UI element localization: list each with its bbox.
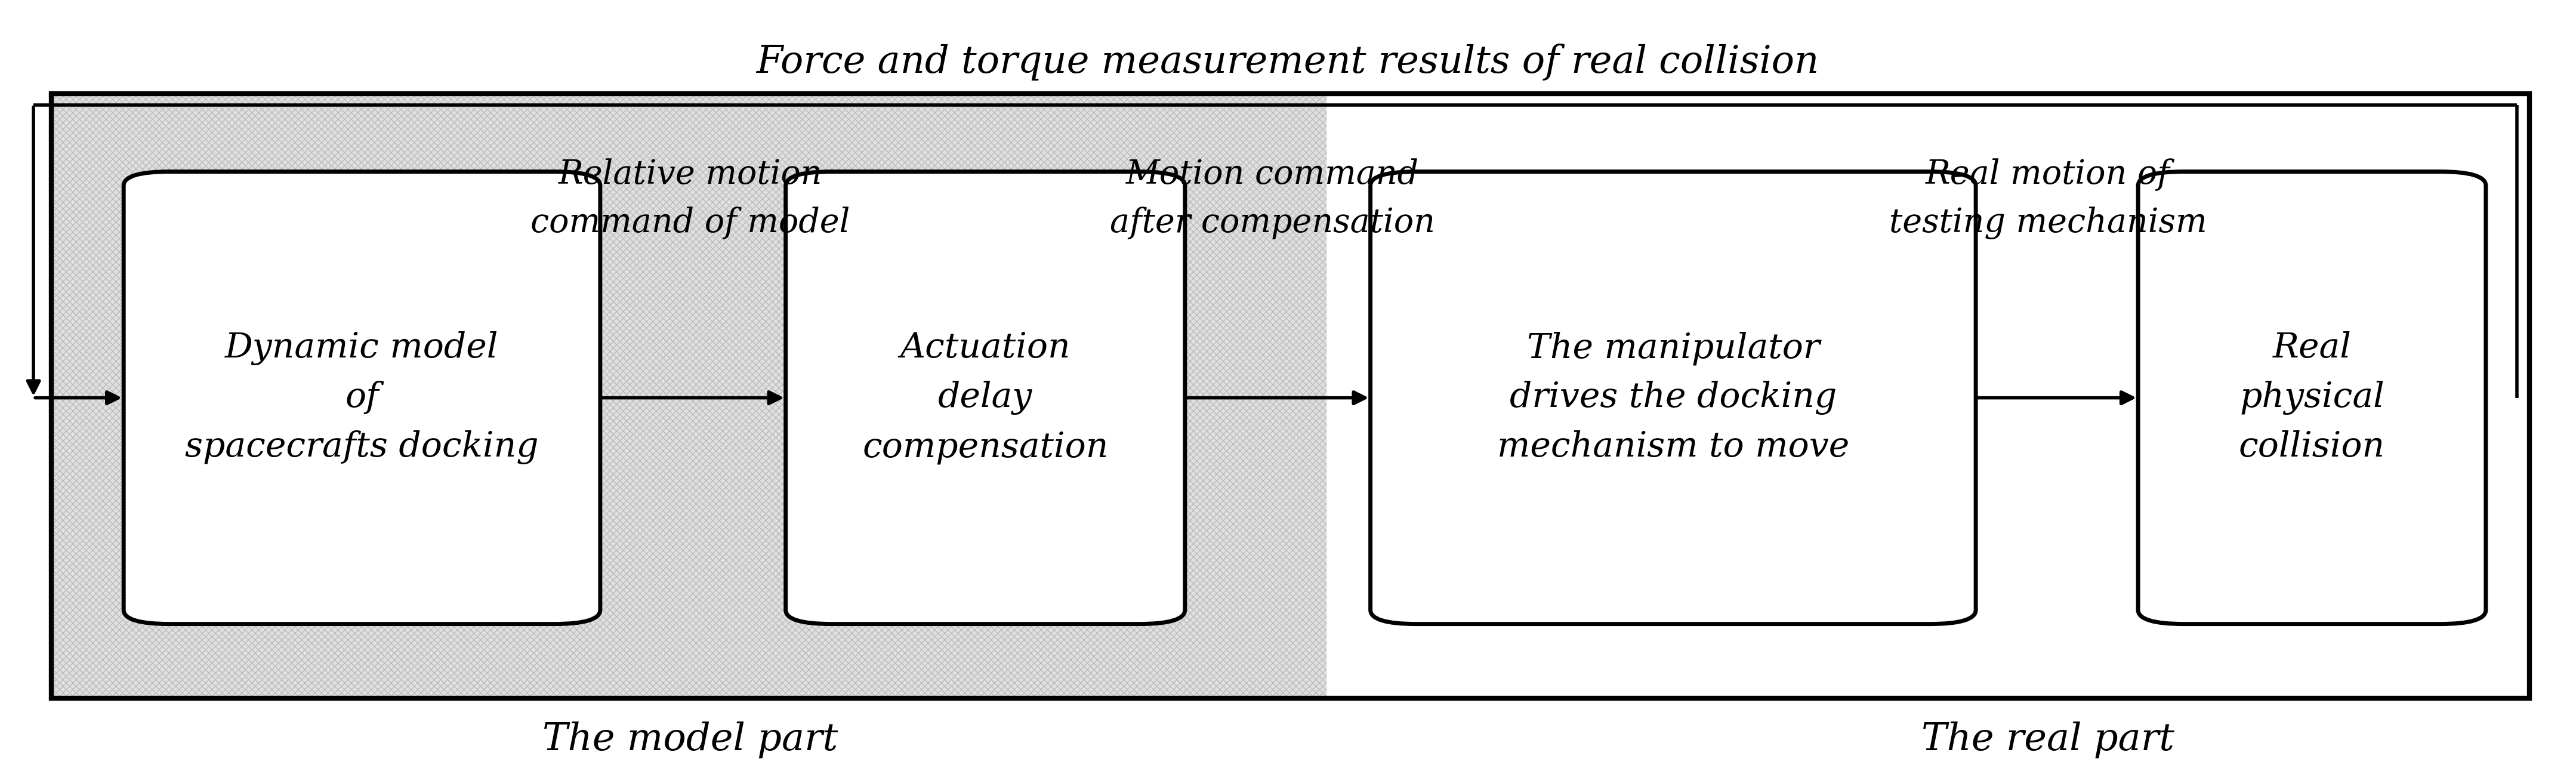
Text: The manipulator
drives the docking
mechanism to move: The manipulator drives the docking mecha… <box>1497 332 1850 464</box>
Text: Dynamic model
of
spacecrafts docking: Dynamic model of spacecrafts docking <box>185 332 538 464</box>
Text: Actuation
delay
compensation: Actuation delay compensation <box>863 332 1108 464</box>
Bar <box>52 94 1327 698</box>
Text: Real
physical
collision: Real physical collision <box>2239 332 2385 464</box>
FancyBboxPatch shape <box>2138 172 2486 624</box>
Text: Force and torque measurement results of real collision: Force and torque measurement results of … <box>757 44 1819 81</box>
FancyBboxPatch shape <box>786 172 1185 624</box>
FancyBboxPatch shape <box>124 172 600 624</box>
Bar <box>52 94 1327 698</box>
Text: Motion command
after compensation: Motion command after compensation <box>1110 158 1435 239</box>
Bar <box>1327 94 2530 698</box>
Text: Real motion of
testing mechanism: Real motion of testing mechanism <box>1888 158 2208 239</box>
Text: The real part: The real part <box>1922 721 2174 758</box>
Bar <box>52 94 2530 698</box>
Text: The model part: The model part <box>544 721 837 758</box>
FancyBboxPatch shape <box>1370 172 1976 624</box>
Text: Relative motion
command of model: Relative motion command of model <box>531 158 850 239</box>
